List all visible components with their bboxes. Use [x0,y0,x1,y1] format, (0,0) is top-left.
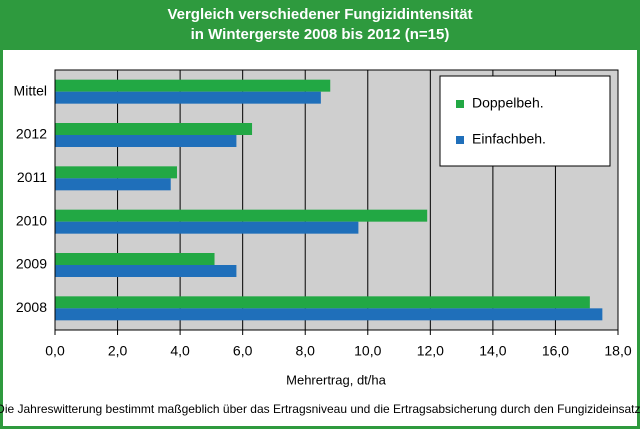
bar [55,308,603,321]
legend [439,75,611,167]
y-tick-label: 2008 [16,299,47,315]
bar [55,135,237,147]
bar [55,296,590,309]
y-tick-label: 2009 [16,256,47,272]
bar [55,91,321,104]
legend-label: Einfachbeh. [472,131,546,147]
legend-label: Doppelbeh. [472,95,544,111]
x-tick-label: 4,0 [170,343,190,359]
y-tick-label: 2011 [17,169,47,185]
bar [55,178,171,191]
chart-title: in Wintergerste 2008 bis 2012 (n=15) [191,26,450,43]
x-tick-label: 8,0 [295,343,315,359]
chart-title: Vergleich verschiedener Fungizidintensit… [167,6,472,23]
x-axis-label: Mehrertrag, dt/ha [286,372,386,387]
x-tick-label: 16,0 [542,343,569,359]
y-tick-label: 2010 [16,212,47,228]
x-tick-label: 12,0 [417,343,444,359]
legend-swatch [456,100,464,108]
bar [55,123,253,135]
legend-swatch [456,136,464,144]
x-tick-label: 10,0 [354,343,381,359]
bar [55,79,331,92]
y-tick-label: 2012 [16,126,47,142]
plot-border [54,69,619,331]
bar [55,166,177,179]
x-tick-label: 0,0 [45,343,65,359]
bar [55,253,215,265]
bar [55,221,359,234]
bar [55,265,237,277]
x-tick-label: 6,0 [233,343,253,359]
header [0,0,640,50]
x-tick-label: 14,0 [479,343,506,359]
caption: Die Jahreswitterung bestimmt maßgeblich … [0,402,640,416]
y-tick-label: Mittel [14,82,47,98]
x-tick-label: 2,0 [108,343,128,359]
bar [55,209,428,222]
x-tick-label: 18,0 [604,343,631,359]
